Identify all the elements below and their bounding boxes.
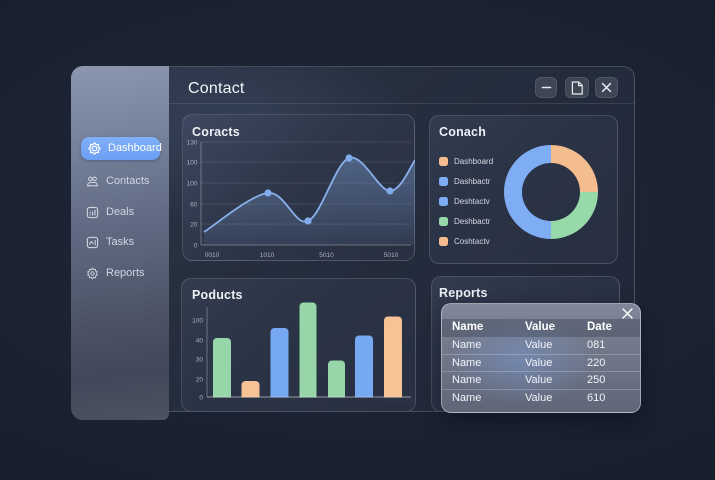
svg-text:0: 0 xyxy=(199,395,203,402)
svg-text:1010: 1010 xyxy=(260,252,275,259)
svg-text:5010: 5010 xyxy=(319,252,334,259)
svg-text:0: 0 xyxy=(194,243,198,250)
svg-text:100: 100 xyxy=(187,160,198,167)
svg-text:130: 130 xyxy=(187,140,198,147)
svg-text:30: 30 xyxy=(196,357,204,364)
svg-text:100: 100 xyxy=(192,318,203,325)
svg-text:5010: 5010 xyxy=(384,252,399,259)
svg-text:0010: 0010 xyxy=(205,252,220,259)
svg-text:20: 20 xyxy=(190,222,198,229)
svg-text:60: 60 xyxy=(190,202,198,209)
svg-text:40: 40 xyxy=(196,338,204,345)
svg-text:100: 100 xyxy=(187,181,198,188)
svg-text:20: 20 xyxy=(196,377,204,384)
